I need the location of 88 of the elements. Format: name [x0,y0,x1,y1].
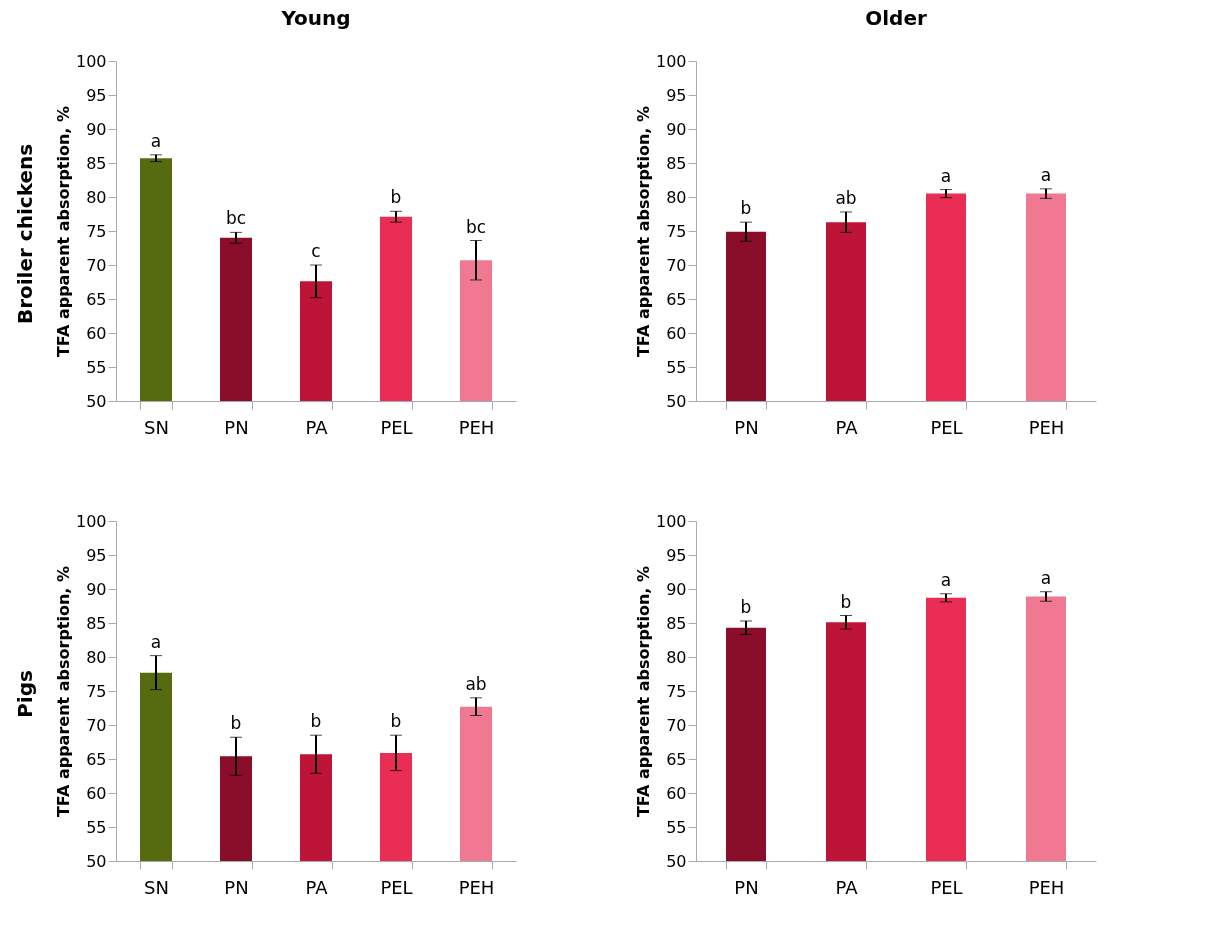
y-tick-label: 50 [666,851,687,871]
y-tick-label: 85 [86,153,107,173]
data-label: a [1040,567,1052,588]
x-tick-label: PA [305,876,329,898]
x-tick-label: PN [734,876,759,898]
y-tick-label: 55 [86,357,107,377]
y-tick-label: 100 [75,51,107,71]
x-tick-label: PEH [1028,416,1065,438]
data-label: b [840,591,852,612]
x-tick-label: PEH [1028,876,1065,898]
y-tick-label: 65 [86,289,107,309]
y-tick-label: 50 [666,391,687,411]
y-tick-label: 80 [666,187,687,207]
y-tick-label: 65 [666,749,687,769]
y-tick-label: 55 [666,817,687,837]
y-tick-label: 85 [666,613,687,633]
x-tick-label: PN [224,416,249,438]
y-tick-label: 100 [655,51,687,71]
data-label: b [740,596,752,617]
x-tick-label: PA [305,416,329,438]
y-tick-label: 65 [666,289,687,309]
x-tick-label: PEH [458,876,495,898]
x-tick-label: PA [835,416,859,438]
x-tick-label: PN [734,416,759,438]
y-tick-label: 50 [86,851,107,871]
text: Pigs [12,670,37,718]
data-label: b [230,713,242,734]
data-label: a [1040,164,1052,185]
x-tick-label: PA [835,876,859,898]
x-tick-label: PEL [380,416,413,438]
y-tick-label: 55 [86,817,107,837]
y-axis-title: TFA apparent absorption, % [53,565,73,818]
y-tick-label: 80 [86,647,107,667]
data-label: ab [835,187,857,208]
y-tick-label: 60 [666,323,687,343]
y-tick-label: 80 [86,187,107,207]
x-tick-label: SN [144,416,169,438]
data-label: b [390,187,402,208]
data-label: b [390,711,402,732]
chart-title: Older [865,6,927,30]
y-tick-label: 90 [666,119,687,139]
chart-title: Young [280,6,351,30]
y-tick-label: 95 [666,545,687,565]
y-tick-label: 90 [86,579,107,599]
data-label: ab [465,673,487,694]
y-tick-label: 85 [86,613,107,633]
y-axis-title: TFA apparent absorption, % [633,105,653,358]
y-axis-title: TFA apparent absorption, % [633,565,653,818]
data-label: a [150,130,162,151]
y-tick-label: 95 [666,85,687,105]
x-tick-label: PN [224,876,249,898]
y-tick-label: 60 [86,783,107,803]
x-tick-label: PEL [930,876,963,898]
data-label: a [940,165,952,186]
y-tick-label: 55 [666,357,687,377]
data-label: bc [465,216,487,237]
y-tick-label: 70 [666,715,687,735]
data-label: c [311,241,321,261]
y-tick-label: 95 [86,545,107,565]
y-tick-label: 75 [666,221,687,241]
x-tick-label: SN [144,876,169,898]
data-label: a [150,631,162,652]
y-tick-label: 90 [86,119,107,139]
y-axis-title: TFA apparent absorption, % [53,105,73,358]
y-tick-label: 60 [666,783,687,803]
data-label: bc [225,208,247,229]
y-tick-label: 75 [666,681,687,701]
data-label: a [940,569,952,590]
y-tick-label: 75 [86,221,107,241]
data-label: b [310,711,322,732]
y-tick-label: 70 [86,255,107,275]
y-tick-label: 60 [86,323,107,343]
x-tick-label: PEL [380,876,413,898]
y-tick-label: 85 [666,153,687,173]
x-tick-label: PEH [458,416,495,438]
y-tick-label: 70 [86,715,107,735]
y-tick-label: 65 [86,749,107,769]
y-tick-label: 90 [666,579,687,599]
y-tick-label: 75 [86,681,107,701]
y-tick-label: 80 [666,647,687,667]
y-tick-label: 95 [86,85,107,105]
y-tick-label: 100 [655,511,687,531]
y-tick-label: 100 [75,511,107,531]
x-tick-label: PEL [930,416,963,438]
text: Broiler chickens [13,143,38,325]
data-label: b [740,198,752,219]
y-tick-label: 50 [86,391,107,411]
y-tick-label: 70 [666,255,687,275]
